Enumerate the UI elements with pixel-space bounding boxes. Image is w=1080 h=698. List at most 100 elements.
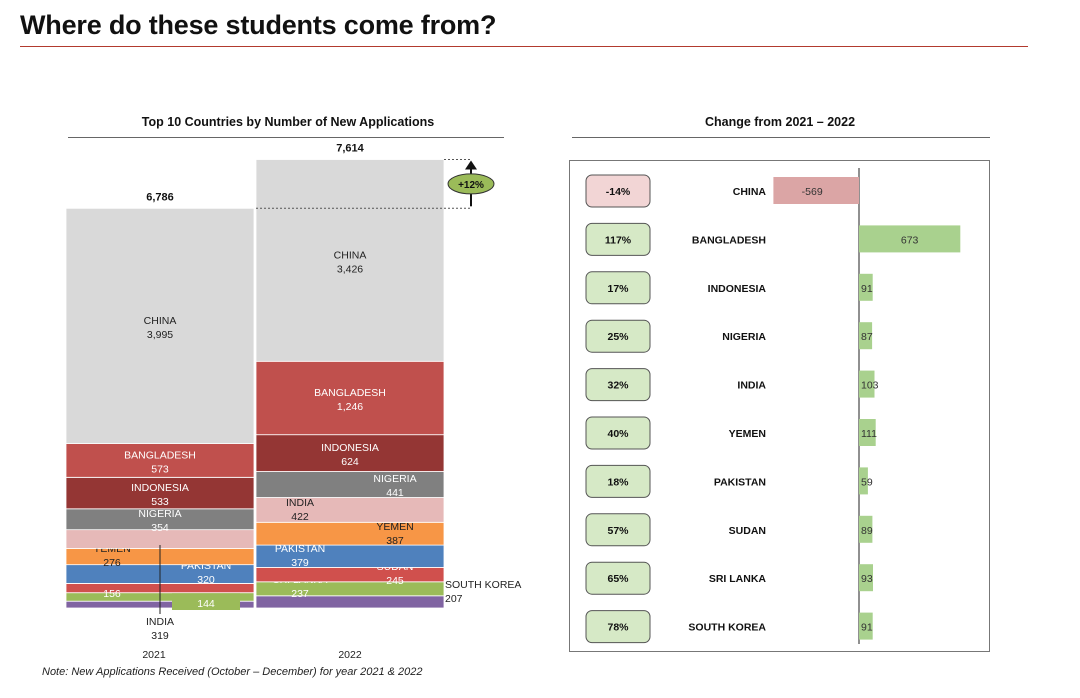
category-label-2021: 2021 xyxy=(142,649,166,661)
change-value-nigeria: 87 xyxy=(861,331,873,343)
percent-pill-india xyxy=(585,368,651,402)
percent-label-india: 32% xyxy=(607,380,629,392)
label-value-sri-lanka-2021: 144 xyxy=(197,598,215,610)
label-value-yemen-2022: 387 xyxy=(386,535,404,547)
segment-yemen-2022 xyxy=(255,521,445,546)
segment-south-korea-2022 xyxy=(255,595,445,609)
percent-label-yemen: 40% xyxy=(607,428,629,440)
label-name-indonesia-2021: INDONESIA xyxy=(131,482,189,494)
percent-label-bangladesh: 117% xyxy=(605,234,632,246)
footnote: Note: New Applications Received (October… xyxy=(42,666,423,678)
label-value-pakistan-2022: 379 xyxy=(291,557,309,569)
change-chart-frame xyxy=(569,160,990,652)
segment-indonesia-2021 xyxy=(65,476,255,510)
percent-label-sudan: 57% xyxy=(607,525,629,537)
country-label-nigeria: NIGERIA xyxy=(722,331,766,343)
increase-percent-label: +12% xyxy=(458,180,484,191)
country-label-indonesia: INDONESIA xyxy=(708,283,767,295)
segment-bangladesh-2022 xyxy=(255,360,445,436)
change-value-sri-lanka: 93 xyxy=(861,573,873,585)
country-label-india: INDIA xyxy=(737,380,766,392)
label-name-pakistan-2022: PAKISTAN xyxy=(275,543,325,555)
label-name-china-2022: CHINA xyxy=(334,249,367,261)
segment-sudan-2022 xyxy=(255,566,445,583)
change-bar-india xyxy=(859,370,875,398)
increase-arrow-head xyxy=(465,160,477,170)
percent-pill-sudan xyxy=(585,513,651,547)
change-bar-indonesia xyxy=(859,273,873,301)
change-value-india: 103 xyxy=(861,380,879,392)
segment-india-2022 xyxy=(255,496,445,523)
label-value-pakistan-2021: 320 xyxy=(197,574,215,586)
label-value-sri-lanka-2022: 237 xyxy=(291,588,309,600)
change-value-bangladesh: 673 xyxy=(901,234,919,246)
label-name-bangladesh-2021: BANGLADESH xyxy=(124,449,196,461)
label-value-indonesia-2021: 533 xyxy=(151,496,169,508)
segment-indonesia-2022 xyxy=(255,434,445,472)
change-bar-sudan xyxy=(859,515,873,543)
category-label-2022: 2022 xyxy=(338,649,362,661)
stacked-bar-chart: 116SOUREASRI LANKA144SUDAN156PAKISTAN320… xyxy=(65,143,521,661)
label-value-yemen-2021: 276 xyxy=(103,557,121,569)
percent-pill-indonesia xyxy=(585,271,651,305)
percent-label-nigeria: 25% xyxy=(607,331,629,343)
change-bar-pakistan xyxy=(859,467,868,495)
percent-pill-bangladesh xyxy=(585,222,651,256)
country-label-south-korea: SOUTH KOREA xyxy=(688,622,766,634)
label-name-south-korea-2022: SOUTH KOREA xyxy=(445,579,521,591)
total-label-2021: 6,786 xyxy=(146,191,174,203)
label-value-india-2022: 422 xyxy=(291,511,309,523)
change-value-sudan: 89 xyxy=(861,525,873,537)
label-name-india-2021: INDIA xyxy=(146,616,174,628)
label-value-nigeria-2021: 354 xyxy=(151,522,169,534)
percent-label-south-korea: 78% xyxy=(607,622,629,634)
country-label-sri-lanka: SRI LANKA xyxy=(709,573,767,585)
percent-label-indonesia: 17% xyxy=(607,283,629,295)
title-divider xyxy=(20,46,1028,47)
total-label-2022: 7,614 xyxy=(336,143,364,155)
change-bar-bangladesh xyxy=(859,225,961,253)
change-bar-yemen xyxy=(859,419,876,446)
percent-label-pakistan: 18% xyxy=(607,476,629,488)
percent-pill-sri-lanka xyxy=(585,561,651,595)
percent-label-sri-lanka: 65% xyxy=(607,573,629,585)
change-bar-chart: -14% CHINA -569 117% BANGLADESH 673 17% INDONES… xyxy=(585,168,961,644)
segment-bangladesh-2021 xyxy=(65,443,255,478)
label-value-china-2022: 3,426 xyxy=(337,263,363,275)
change-chart-title: Change from 2021 – 2022 xyxy=(704,115,856,129)
segment-nigeria-2022 xyxy=(255,471,445,498)
stacked-chart-title: Top 10 Countries by Number of New Applic… xyxy=(141,115,435,129)
change-value-yemen: 111 xyxy=(861,428,877,440)
segment-china-2021 xyxy=(65,207,255,445)
country-label-yemen: YEMEN xyxy=(729,428,766,440)
label-value-china-2021: 3,995 xyxy=(147,329,173,341)
change-bar-south-korea xyxy=(859,612,873,640)
change-value-china: -569 xyxy=(802,186,823,198)
label-value-sudan-2022: 245 xyxy=(386,575,404,587)
percent-pill-yemen xyxy=(585,416,651,450)
country-label-china: CHINA xyxy=(733,186,767,198)
label-value-bangladesh-2021: 573 xyxy=(151,463,169,475)
label-value-south-korea-2022: 207 xyxy=(445,593,463,605)
label-value-nigeria-2022: 441 xyxy=(386,487,404,499)
change-bar-nigeria xyxy=(859,322,873,350)
label-name-china-2021: CHINA xyxy=(144,315,177,327)
label-value-indonesia-2022: 624 xyxy=(341,456,359,468)
label-name-nigeria-2021: NIGERIA xyxy=(138,508,181,520)
change-chart-title-rule xyxy=(572,137,990,138)
label-name-yemen-2022: YEMEN xyxy=(376,521,413,533)
country-label-pakistan: PAKISTAN xyxy=(714,476,766,488)
country-label-sudan: SUDAN xyxy=(729,525,766,537)
country-label-bangladesh: BANGLADESH xyxy=(692,234,766,246)
change-value-indonesia: 91 xyxy=(861,283,873,295)
label-value-bangladesh-2022: 1,246 xyxy=(337,401,363,413)
percent-pill-nigeria xyxy=(585,319,651,353)
change-value-south-korea: 91 xyxy=(861,622,873,634)
label-name-indonesia-2022: INDONESIA xyxy=(321,442,379,454)
label-name-bangladesh-2022: BANGLADESH xyxy=(314,387,386,399)
stacked-chart-title-rule xyxy=(68,137,504,138)
label-name-nigeria-2022: NIGERIA xyxy=(373,473,416,485)
change-bar-sri-lanka xyxy=(859,564,873,592)
label-name-india-2022: INDIA xyxy=(286,497,314,509)
change-bar-china xyxy=(773,177,859,204)
